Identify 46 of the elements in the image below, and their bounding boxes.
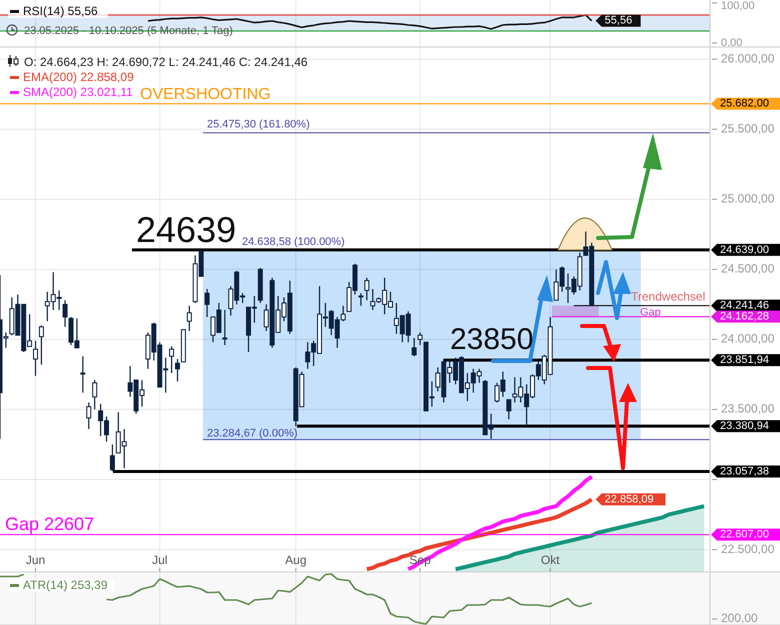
candlestick <box>364 277 370 301</box>
legend-label: SMA(200) 23.021,11 <box>23 85 134 99</box>
candlestick <box>92 379 98 410</box>
ref-line-label: 23.057,38 <box>720 465 769 478</box>
annotation: Gap <box>640 306 661 319</box>
candlestick <box>80 356 86 394</box>
annotation: 25.475,30 (161.80%) <box>207 118 310 131</box>
legend-label: RSI(14) 55,56 <box>23 4 98 18</box>
annotation: Gap 22607 <box>5 514 94 534</box>
y-tick-label: 25.500,00 <box>721 121 775 136</box>
candlestick <box>86 402 92 430</box>
ref-line-label: 25.682,00 <box>720 98 769 110</box>
data-label: 22.858,09 <box>604 493 654 506</box>
ref-line-label: 23.380,94 <box>720 420 769 432</box>
annotation: 23850 <box>450 323 534 356</box>
text: 200,00 <box>721 611 758 625</box>
y-tick-label: 25.000,00 <box>721 191 775 206</box>
x-tick-label: Jul <box>152 553 168 567</box>
annotation: 24639 <box>136 208 236 250</box>
y-tick-label: 24.000,00 <box>721 332 775 346</box>
candlestick <box>186 305 192 332</box>
x-tick-label: Jun <box>26 553 46 567</box>
y-tick-label: 24.500,00 <box>721 262 775 276</box>
x-tick-label: Okt <box>540 553 560 567</box>
y-tick-label: 22.500,00 <box>721 542 775 556</box>
ref-line-label: 24.241,46 <box>720 300 769 312</box>
text: O: 24.664,23 H: 24.690,72 L: 24.241,46 C: 24.241,46 <box>24 55 308 69</box>
y-tick-label: 0,00 <box>721 36 742 49</box>
ref-line-label: 24.639,00 <box>720 244 769 256</box>
y-tick-label: 100,00 <box>721 0 755 12</box>
ref-line-label: 23.851,94 <box>720 354 769 366</box>
x-tick-label: Aug <box>285 553 307 567</box>
line-series <box>406 474 594 572</box>
annotation: 24.638,58 (100.00%) <box>242 236 345 248</box>
ref-line-label: 24.162,28 <box>720 310 769 323</box>
annotation: 23.284,67 (0.00%) <box>207 428 298 440</box>
y-tick-label: 26.000,00 <box>721 51 775 66</box>
annotation: Trendwechsel <box>631 290 706 304</box>
data-label: 55,56 <box>604 14 632 27</box>
annotation: OVERSHOOTING <box>140 86 271 103</box>
candlestick <box>222 309 228 346</box>
y-tick-label: 23.500,00 <box>721 402 775 416</box>
legend-label: EMA(200) 22.858,09 <box>23 70 134 84</box>
ref-line-label: 22.607,00 <box>720 528 769 540</box>
line-series <box>364 497 594 572</box>
legend-label: ATR(14) 253,39 <box>23 578 108 592</box>
